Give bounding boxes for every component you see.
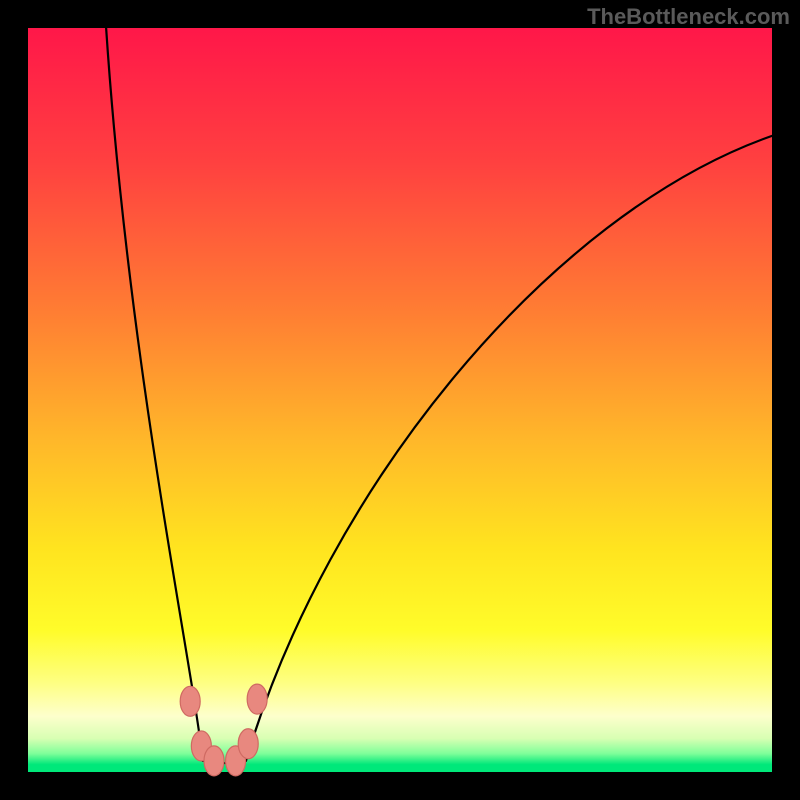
chart-container: TheBottleneck.com <box>0 0 800 800</box>
watermark-text: TheBottleneck.com <box>587 4 790 30</box>
curve-marker <box>247 684 267 714</box>
curve-marker <box>204 746 224 776</box>
plot-background-gradient <box>28 28 772 772</box>
curve-marker <box>180 686 200 716</box>
bottleneck-chart <box>0 0 800 800</box>
curve-marker <box>238 729 258 759</box>
